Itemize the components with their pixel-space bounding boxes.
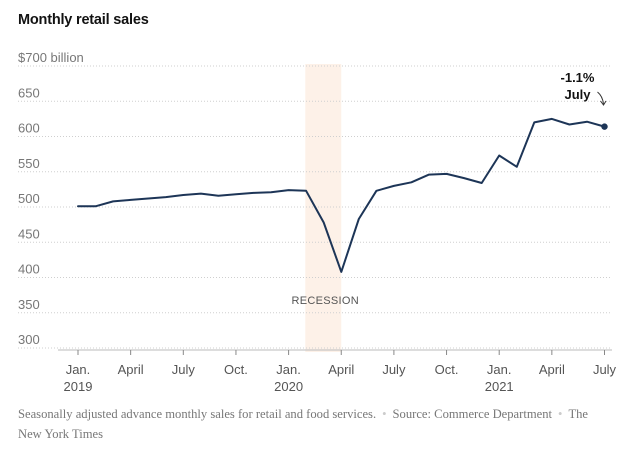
y-tick-label: 400 (18, 262, 40, 277)
x-tick-label: July (593, 362, 617, 377)
y-tick-label: 500 (18, 191, 40, 206)
chart-footnote: Seasonally adjusted advance monthly sale… (18, 404, 608, 444)
x-tick-label: Jan. (66, 362, 91, 377)
y-tick-label: 550 (18, 156, 40, 171)
x-tick-label: Jan. (487, 362, 512, 377)
x-tick-label: Jan. (276, 362, 301, 377)
recession-band (305, 64, 342, 352)
annotation-value: -1.1% (561, 70, 595, 85)
y-tick-label: $700 billion (18, 50, 84, 65)
footnote-text: Seasonally adjusted advance monthly sale… (18, 407, 377, 421)
series-line (77, 117, 606, 273)
x-tick-label: July (172, 362, 196, 377)
x-tick-label: Oct. (435, 362, 459, 377)
x-tick-label: April (118, 362, 144, 377)
x-tick-label: April (539, 362, 565, 377)
annotation-arrow (597, 91, 604, 105)
x-tick-year-label: 2020 (274, 379, 303, 394)
annotation-month: July (564, 87, 591, 102)
x-tick-label: April (328, 362, 354, 377)
x-tick-year-label: 2019 (64, 379, 93, 394)
x-tick-label: Oct. (224, 362, 248, 377)
separator-dot: • (558, 407, 563, 421)
last-point-marker (601, 123, 608, 130)
credit-text: The New York Times (18, 407, 589, 441)
y-tick-label: 350 (18, 297, 40, 312)
line-chart: RECESSION $700 billion 650 600 550 500 450 400 3… (18, 50, 617, 394)
x-tick-label: July (382, 362, 406, 377)
y-tick-label: 600 (18, 121, 40, 136)
recession-label: RECESSION (292, 295, 360, 307)
y-tick-label: 450 (18, 226, 40, 241)
separator-dot: • (382, 407, 387, 421)
chart-title: Monthly retail sales (18, 12, 149, 28)
source-text: Source: Commerce Department (392, 407, 553, 421)
annotation-arrowhead (600, 100, 607, 106)
x-tick-year-label: 2021 (485, 379, 514, 394)
y-tick-label: 300 (18, 332, 40, 347)
y-tick-label: 650 (18, 85, 40, 100)
